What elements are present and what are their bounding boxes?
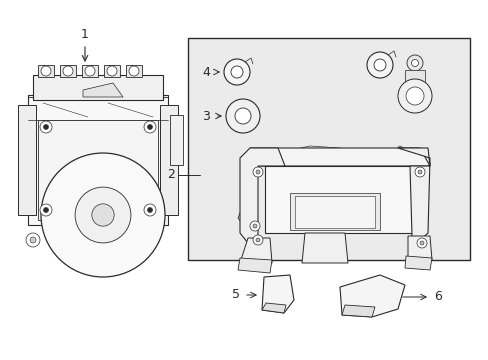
Circle shape xyxy=(40,204,52,216)
Polygon shape xyxy=(83,83,123,97)
Circle shape xyxy=(43,125,48,130)
Text: 3: 3 xyxy=(202,109,209,122)
Circle shape xyxy=(366,52,392,78)
Circle shape xyxy=(256,238,260,242)
Circle shape xyxy=(40,121,52,133)
Circle shape xyxy=(26,233,40,247)
Polygon shape xyxy=(238,258,271,273)
Polygon shape xyxy=(28,95,168,225)
Polygon shape xyxy=(404,256,431,270)
Circle shape xyxy=(85,66,95,76)
Text: 4: 4 xyxy=(202,66,209,78)
Circle shape xyxy=(235,108,250,124)
Circle shape xyxy=(417,170,421,174)
Polygon shape xyxy=(339,275,404,317)
Circle shape xyxy=(411,59,418,67)
Circle shape xyxy=(414,167,424,177)
Circle shape xyxy=(129,66,139,76)
Circle shape xyxy=(405,87,423,105)
Polygon shape xyxy=(240,148,285,243)
Circle shape xyxy=(397,79,431,113)
Polygon shape xyxy=(170,115,183,165)
Circle shape xyxy=(224,59,249,85)
Polygon shape xyxy=(160,105,178,215)
Circle shape xyxy=(419,241,423,245)
Circle shape xyxy=(143,204,156,216)
Polygon shape xyxy=(18,105,36,215)
Circle shape xyxy=(30,237,36,243)
Circle shape xyxy=(43,207,48,212)
Polygon shape xyxy=(249,148,429,166)
Circle shape xyxy=(225,99,260,133)
Circle shape xyxy=(92,204,114,226)
Text: 2: 2 xyxy=(167,168,175,181)
Circle shape xyxy=(147,125,152,130)
Polygon shape xyxy=(397,148,429,240)
Polygon shape xyxy=(264,166,414,233)
Circle shape xyxy=(75,187,131,243)
Circle shape xyxy=(41,153,164,277)
Circle shape xyxy=(230,66,243,78)
Polygon shape xyxy=(38,65,54,77)
Circle shape xyxy=(256,170,260,174)
Circle shape xyxy=(252,235,263,245)
Text: 1: 1 xyxy=(81,28,89,41)
Text: 5: 5 xyxy=(231,288,240,302)
Polygon shape xyxy=(262,303,285,313)
Polygon shape xyxy=(262,275,293,313)
Polygon shape xyxy=(82,65,98,77)
Circle shape xyxy=(252,224,257,228)
Circle shape xyxy=(41,66,51,76)
Circle shape xyxy=(416,238,426,248)
Polygon shape xyxy=(126,65,142,77)
Circle shape xyxy=(63,66,73,76)
Circle shape xyxy=(406,55,422,71)
Bar xyxy=(187,38,469,260)
Circle shape xyxy=(143,121,156,133)
Circle shape xyxy=(107,66,117,76)
Polygon shape xyxy=(240,238,271,263)
Polygon shape xyxy=(302,233,347,263)
Text: 6: 6 xyxy=(433,291,441,303)
Circle shape xyxy=(147,207,152,212)
Circle shape xyxy=(373,59,385,71)
Polygon shape xyxy=(38,120,158,220)
Polygon shape xyxy=(294,196,374,228)
Polygon shape xyxy=(404,70,424,83)
Polygon shape xyxy=(104,65,120,77)
Polygon shape xyxy=(33,75,163,100)
Circle shape xyxy=(249,221,260,231)
Circle shape xyxy=(252,167,263,177)
Polygon shape xyxy=(60,65,76,77)
Polygon shape xyxy=(407,236,431,260)
Polygon shape xyxy=(341,305,374,317)
Polygon shape xyxy=(289,193,379,230)
